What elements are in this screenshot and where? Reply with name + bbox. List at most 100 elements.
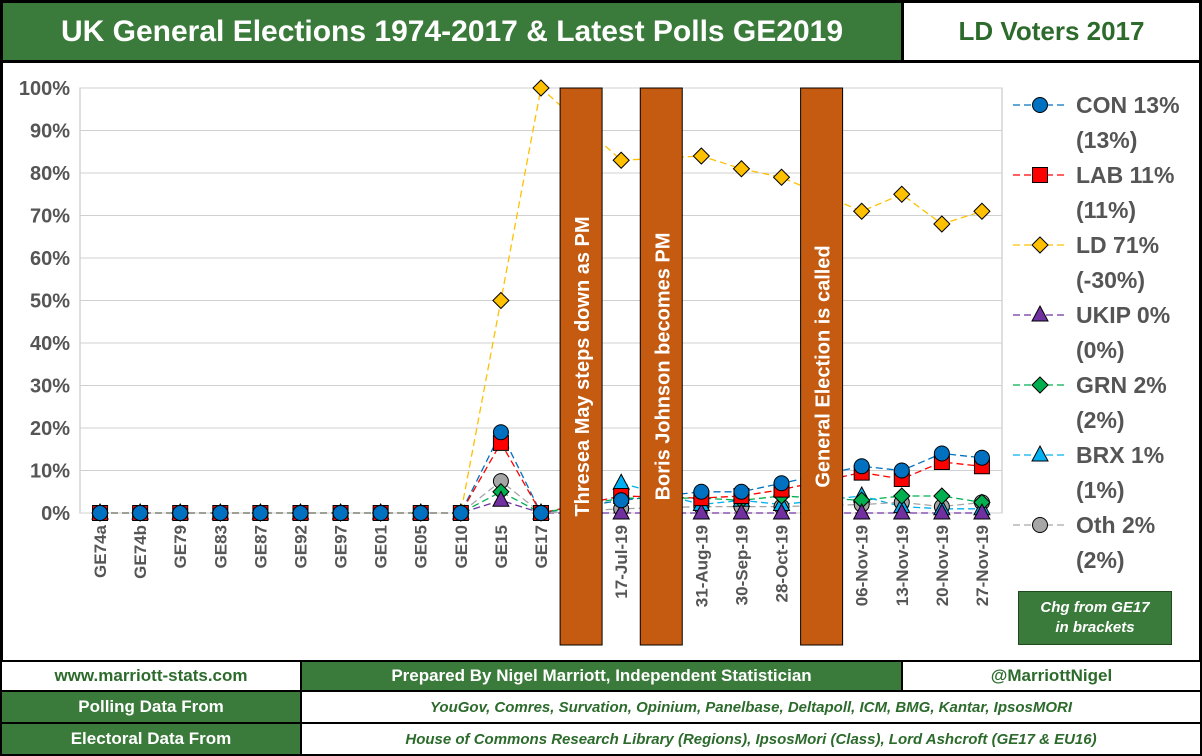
- legend-change-ukip: (0%): [1076, 337, 1125, 363]
- x-tick-label: 20-Nov-19: [933, 525, 952, 606]
- legend-entry-lab: LAB 11%: [1076, 162, 1174, 188]
- legend-entry-oth: Oth 2%: [1076, 512, 1155, 538]
- marker-con: [693, 483, 710, 500]
- marker-con: [132, 505, 149, 521]
- marker-ld: [692, 147, 711, 165]
- marker-con: [773, 475, 790, 492]
- x-tick-label: GE05: [412, 525, 431, 568]
- legend-marker-lab: [1032, 167, 1048, 183]
- legend-marker-ld: [1031, 236, 1049, 254]
- marker-con: [372, 505, 389, 521]
- marker-con: [212, 505, 229, 521]
- x-tick-label: GE92: [291, 525, 310, 568]
- marker-con: [973, 449, 990, 466]
- electoral-sources: House of Commons Research Library (Regio…: [302, 724, 1202, 756]
- marker-ukip: [933, 502, 951, 520]
- legend-entry-ld: LD 71%: [1076, 232, 1159, 258]
- prepared-by: Prepared By Nigel Marriott, Independent …: [302, 660, 903, 692]
- website-link[interactable]: www.marriott-stats.com: [0, 660, 302, 692]
- x-tick-label: GE10: [452, 525, 471, 568]
- change-note-line1: Chg from GE17: [1040, 599, 1150, 616]
- legend-change-grn: (2%): [1076, 407, 1125, 433]
- x-tick-label: GE74a: [91, 524, 110, 577]
- electoral-label: Electoral Data From: [0, 724, 302, 756]
- marker-con: [613, 492, 630, 509]
- y-tick-label: 10%: [30, 461, 70, 483]
- marker-ld: [772, 168, 791, 186]
- chart-title: UK General Elections 1974-2017 & Latest …: [0, 0, 904, 63]
- x-tick-label: 06-Nov-19: [853, 525, 872, 606]
- legend-change-con: (13%): [1076, 127, 1137, 153]
- x-tick-label: 31-Aug-19: [692, 525, 711, 607]
- marker-ukip: [732, 502, 751, 520]
- marker-con: [853, 458, 870, 475]
- twitter-handle[interactable]: @MarriottNigel: [903, 660, 1202, 692]
- x-tick-label: GE15: [492, 525, 511, 568]
- marker-con: [172, 505, 189, 521]
- legend-entry-brx: BRX 1%: [1076, 442, 1164, 468]
- marker-con: [733, 483, 750, 500]
- marker-ukip: [892, 502, 911, 520]
- marker-con: [452, 505, 469, 521]
- legend-entry-grn: GRN 2%: [1076, 372, 1167, 398]
- series-line-con: [100, 430, 983, 514]
- x-tick-label: 13-Nov-19: [893, 525, 912, 606]
- marker-ld: [612, 151, 630, 169]
- marker-ukip: [772, 502, 791, 520]
- polling-sources: YouGov, Comres, Survation, Opinium, Pane…: [302, 692, 1202, 724]
- y-tick-label: 70%: [30, 206, 70, 228]
- marker-ld: [893, 185, 911, 203]
- legend-entry-con: CON 13%: [1076, 92, 1180, 118]
- event-label: Thresea May steps down as PM: [572, 216, 594, 516]
- legend-change-lab: (11%): [1076, 197, 1136, 223]
- marker-ukip: [973, 502, 991, 520]
- x-tick-label: GE97: [332, 525, 351, 568]
- y-tick-label: 90%: [30, 121, 70, 143]
- change-note: Chg from GE17 in brackets: [1018, 591, 1172, 645]
- marker-con: [533, 505, 549, 521]
- y-tick-label: 20%: [30, 418, 70, 440]
- legend-change-oth: (2%): [1076, 547, 1125, 573]
- y-tick-label: 40%: [30, 333, 70, 355]
- x-tick-label: GE79: [171, 525, 190, 568]
- polling-label: Polling Data From: [0, 692, 302, 724]
- chart-frame: [0, 63, 1202, 660]
- legend-marker-brx: [1031, 444, 1049, 462]
- marker-ld: [852, 202, 871, 220]
- event-label: Boris Johnson becomes PM: [652, 233, 674, 501]
- marker-ld: [973, 202, 991, 220]
- legend-change-brx: (1%): [1076, 477, 1125, 503]
- event-bar: [800, 87, 844, 646]
- legend-change-ld: (-30%): [1076, 267, 1145, 293]
- series-line-lab: [100, 441, 983, 514]
- x-tick-label: 17-Jul-19: [612, 525, 631, 599]
- legend-marker-ukip: [1031, 304, 1049, 322]
- marker-ukip: [692, 502, 711, 520]
- change-note-line2: in brackets: [1055, 619, 1135, 636]
- marker-con: [92, 505, 109, 521]
- y-tick-label: 80%: [30, 163, 70, 185]
- x-tick-label: GE17: [532, 525, 551, 568]
- y-tick-label: 0%: [41, 503, 70, 525]
- chart-subtitle: LD Voters 2017: [904, 0, 1202, 63]
- y-tick-label: 100%: [19, 78, 70, 100]
- x-tick-label: 27-Nov-19: [973, 525, 992, 606]
- legend-marker-con: [1032, 97, 1048, 113]
- marker-ukip: [852, 502, 871, 520]
- chart: 0% 10% 20% 30% 40% 50% 60% 70% 80% 90% 100% GE74a G…: [19, 78, 1180, 646]
- marker-con: [933, 445, 950, 462]
- x-tick-label: GE87: [251, 525, 270, 568]
- marker-ld: [532, 79, 550, 97]
- marker-ukip: [492, 490, 510, 507]
- event-bar: [639, 87, 683, 646]
- x-tick-label: 28-Oct-19: [773, 525, 792, 602]
- legend-marker-oth: [1032, 517, 1048, 533]
- marker-con: [332, 505, 349, 521]
- legend-marker-grn: [1031, 376, 1049, 394]
- marker-brx: [612, 473, 631, 490]
- x-tick-label: GE74b: [131, 525, 150, 579]
- marker-ld: [492, 291, 510, 310]
- legend-entry-ukip: UKIP 0%: [1076, 302, 1170, 328]
- marker-con: [252, 505, 269, 521]
- marker-con: [492, 424, 509, 441]
